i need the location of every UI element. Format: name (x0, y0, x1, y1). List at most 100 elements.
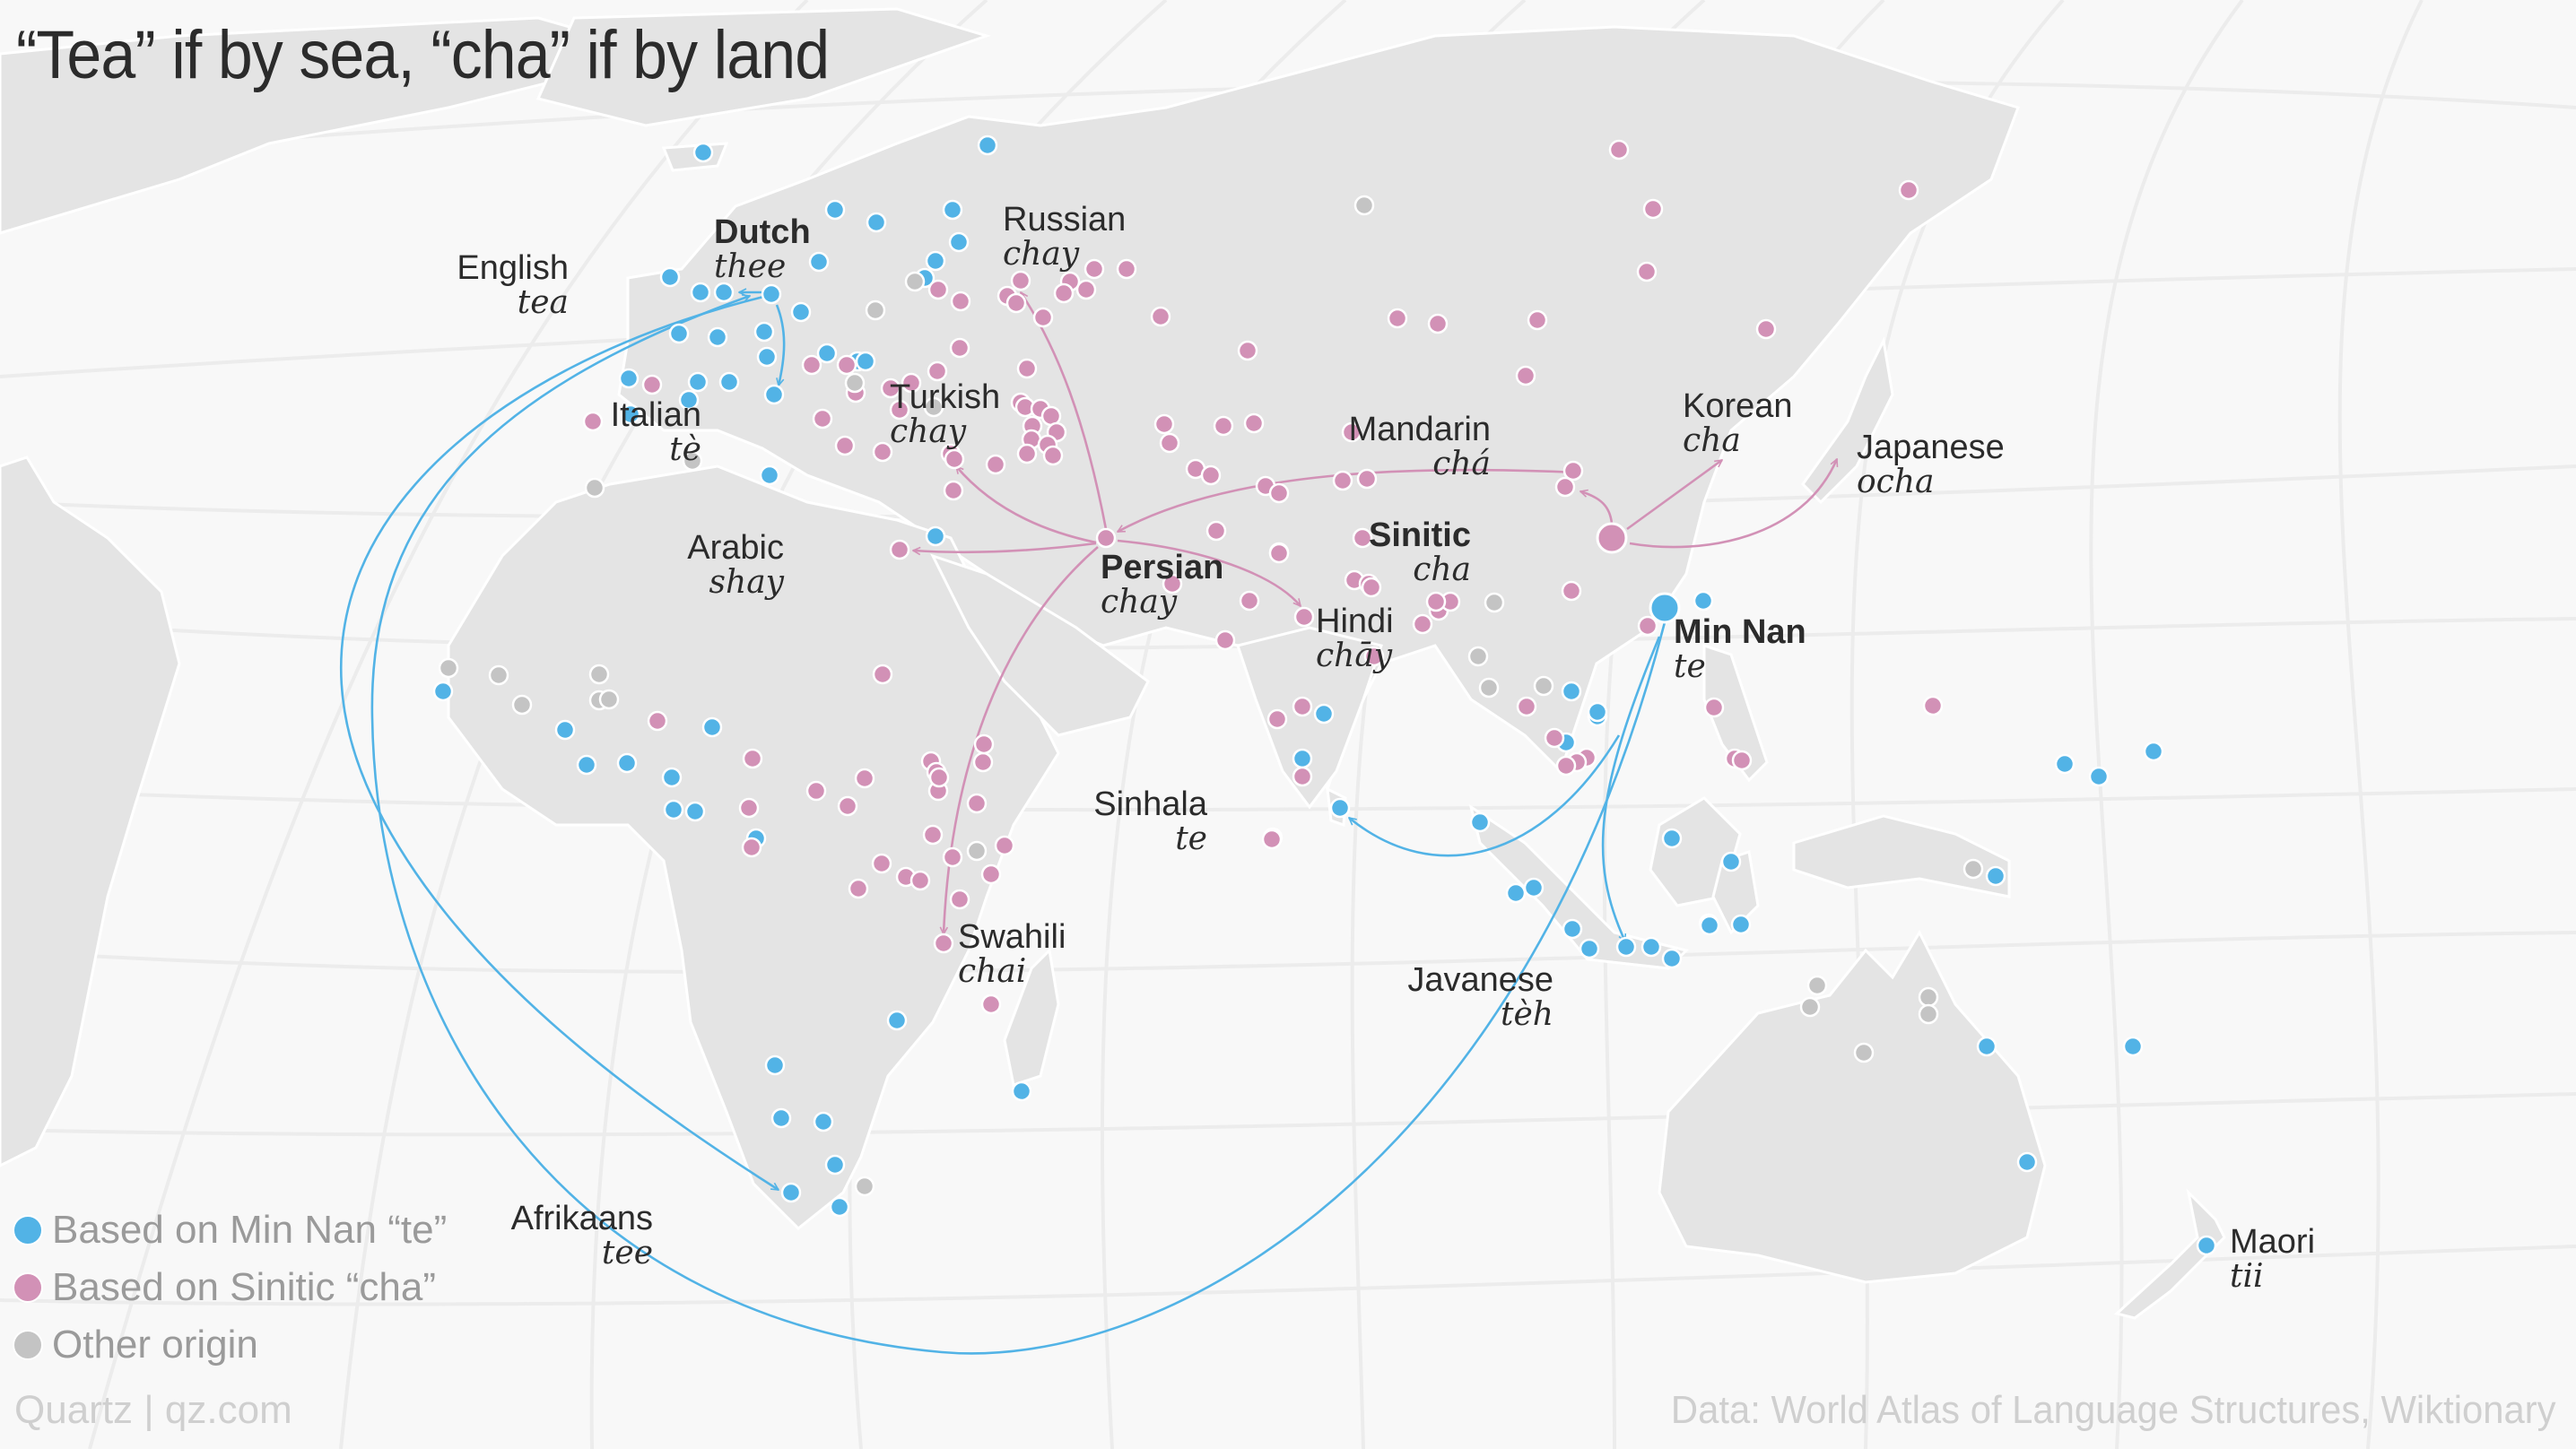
language-dot-te (1505, 882, 1527, 904)
chart-title: “Tea” if by sea, “cha” if by land (16, 17, 830, 93)
language-dot-cha (582, 411, 604, 432)
language-dot-cha (834, 435, 856, 456)
language-dot-te (554, 719, 576, 741)
language-dot-te (824, 1154, 846, 1176)
language-dot-cha (949, 337, 970, 359)
language-dot-cha (1527, 309, 1548, 331)
language-dot-other (588, 664, 610, 685)
language-dot-cha (1162, 573, 1183, 594)
language-dot-cha (742, 748, 763, 769)
language-dot-cha (837, 795, 858, 817)
arabia (930, 553, 1150, 737)
tea-word: ocha (1857, 464, 1935, 500)
language-dot-te (701, 716, 723, 738)
route-sinitic-to-mandarin (1580, 491, 1614, 525)
language-dot-te (866, 212, 887, 233)
language-dot-cha (1266, 708, 1288, 730)
language-dot-cha (641, 374, 663, 395)
language-name: English (457, 249, 569, 287)
language-dot-te (753, 321, 775, 343)
language-dot-te (576, 754, 597, 776)
label-turkish: Turkish chay (890, 380, 1000, 448)
legend-label-cha: Based on Sinitic “cha” (52, 1265, 436, 1309)
language-dot-te (663, 799, 684, 820)
language-dot-cha (1292, 766, 1313, 787)
language-dot-cha (889, 399, 910, 421)
legend-item-te: Based on Min Nan “te” (13, 1202, 447, 1259)
language-dot-cha (1293, 606, 1315, 628)
label-hindi: Hindi chāy (1316, 604, 1394, 672)
language-dot-cha (1268, 482, 1290, 504)
label-mandarin: Mandarin chá (1335, 412, 1491, 481)
language-dot-cha (1200, 464, 1222, 486)
language-dot-te (687, 371, 709, 393)
language-dot-te (684, 801, 706, 822)
language-dot-cha (1239, 590, 1260, 612)
language-dot-other (511, 694, 533, 716)
legend-item-other: Other origin (13, 1316, 447, 1374)
language-name: Afrikaans (510, 1200, 653, 1237)
language-dot-te (690, 282, 711, 303)
language-dot-te (1523, 877, 1545, 898)
tea-word: tee (601, 1235, 653, 1271)
language-dot-te (2016, 1151, 2038, 1173)
language-dot-te (925, 525, 946, 547)
japan (1801, 336, 1894, 505)
language-dot-cha (1352, 527, 1373, 549)
language-dot-cha (1755, 318, 1777, 340)
language-dot-cha (1205, 520, 1227, 542)
tea-word: chá (1432, 446, 1491, 482)
language-dot-te (977, 134, 998, 156)
language-dot-te (1699, 915, 1720, 936)
legend-item-cha: Based on Sinitic “cha” (13, 1259, 447, 1316)
new-guinea (1792, 814, 2011, 898)
language-dot-cha (980, 993, 1002, 1015)
tea-word: tii (2230, 1258, 2264, 1295)
language-dot-cha (889, 539, 910, 560)
language-dot-cha (1637, 615, 1658, 637)
language-dot-cha (1005, 292, 1027, 314)
language-dot-cha (1554, 476, 1576, 498)
language-dot-te (620, 403, 641, 425)
language-dot-cha (994, 835, 1015, 856)
language-dot-other (488, 664, 509, 686)
language-dot-cha (1387, 308, 1408, 329)
language-dot-other (1478, 677, 1500, 698)
language-dot-te (763, 384, 785, 405)
language-dot-cha (943, 480, 964, 501)
language-name: Italian (610, 396, 701, 434)
language-dot-other (1484, 592, 1505, 613)
tea-word: tea (517, 284, 569, 321)
language-dot-cha (1268, 542, 1290, 564)
origin-hubs (1596, 522, 1681, 624)
language-dot-cha (872, 664, 893, 685)
language-dot-cha (933, 933, 954, 954)
language-dot-cha (1703, 697, 1725, 718)
language-dot-te (886, 1010, 908, 1031)
language-dot-other (1533, 675, 1554, 697)
language-dot-cha (1159, 432, 1180, 454)
language-dot-te (2088, 766, 2110, 787)
language-dot-other (844, 372, 866, 394)
language-dot-cha (1075, 279, 1097, 300)
language-dot-cha (980, 863, 1002, 885)
language-name: Arabic (687, 529, 784, 567)
language-dot-te (790, 301, 812, 323)
language-dot-cha (909, 870, 931, 891)
language-dot-other (1806, 975, 1828, 996)
language-dot-other (1962, 858, 1984, 880)
language-dot-te (761, 283, 782, 305)
route-dutch-to-afrikaans (340, 294, 779, 1192)
language-dot-cha (1042, 445, 1064, 466)
language-dot-te (659, 266, 681, 288)
language-dot-cha (1427, 313, 1449, 334)
tea-word: cha (1683, 422, 1741, 459)
language-dot-cha (942, 846, 963, 868)
tea-word: chāy (1316, 638, 1393, 674)
language-dot-te (718, 371, 740, 393)
route-sinitic-to-japanese (1629, 459, 1837, 549)
label-english: English tea (452, 251, 569, 319)
language-dot-other (1918, 986, 1939, 1008)
language-name: Hindi (1316, 603, 1394, 640)
